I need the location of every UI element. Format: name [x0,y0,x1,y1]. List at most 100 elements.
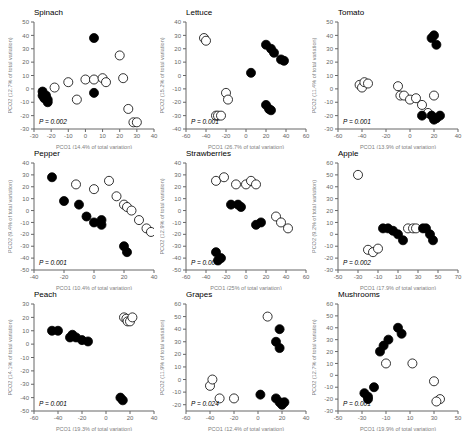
svg-text:70: 70 [455,274,462,280]
svg-text:-10: -10 [20,355,29,361]
svg-text:-20: -20 [20,113,29,119]
svg-text:30: 30 [415,274,422,280]
svg-text:-20: -20 [230,415,239,421]
svg-text:40: 40 [303,415,310,421]
svg-text:-20: -20 [172,231,181,237]
svg-text:20: 20 [263,133,270,139]
svg-text:-60: -60 [30,415,39,421]
svg-text:40: 40 [283,274,290,280]
svg-text:0: 0 [26,208,30,214]
svg-text:PCO2 (9.2% of total variation): PCO2 (9.2% of total variation) [312,180,317,253]
svg-text:-10: -10 [64,133,73,139]
svg-text:40: 40 [22,160,29,166]
svg-text:PCO2 (14.1% of total variation: PCO2 (14.1% of total variation) [8,319,13,395]
svg-text:20: 20 [263,274,270,280]
svg-text:0: 0 [330,372,334,378]
svg-text:-40: -40 [172,255,181,261]
svg-text:-20: -20 [222,133,231,139]
svg-text:40: 40 [151,274,158,280]
svg-text:60: 60 [303,274,310,280]
svg-text:PCO1 (19.9% of total variation: PCO1 (19.9% of total variation) [360,426,436,431]
svg-text:40: 40 [326,325,333,331]
svg-text:-40: -40 [20,255,29,261]
svg-text:60: 60 [303,133,310,139]
svg-text:30: 30 [22,301,29,307]
svg-text:-20: -20 [222,274,231,280]
svg-text:-50: -50 [20,408,29,414]
svg-text:0: 0 [330,231,334,237]
svg-text:0: 0 [256,415,260,421]
svg-text:-10: -10 [172,86,181,92]
svg-text:-30: -30 [20,126,29,132]
svg-text:50: 50 [326,313,333,319]
svg-text:0: 0 [84,133,88,139]
svg-text:20: 20 [22,315,29,321]
svg-text:-20: -20 [172,99,181,105]
svg-text:-40: -40 [202,133,211,139]
svg-text:10: 10 [22,328,29,334]
svg-text:30: 30 [134,133,141,139]
svg-text:10: 10 [22,73,29,79]
svg-text:-40: -40 [358,133,367,139]
svg-text:60: 60 [174,301,181,307]
svg-text:-50: -50 [20,267,29,273]
svg-text:0: 0 [408,133,412,139]
svg-text:50: 50 [435,274,442,280]
svg-text:-60: -60 [182,415,191,421]
svg-text:-30: -30 [358,415,367,421]
svg-text:-40: -40 [206,415,215,421]
svg-text:40: 40 [151,415,158,421]
svg-text:-40: -40 [172,126,181,132]
svg-text:30: 30 [326,337,333,343]
svg-text:-30: -30 [172,243,181,249]
svg-text:0: 0 [104,415,108,421]
svg-text:PCO1 (26.7% of total variation: PCO1 (26.7% of total variation) [208,144,284,149]
svg-text:10: 10 [174,59,181,65]
svg-text:20: 20 [174,351,181,357]
svg-text:PCO1 (13.9% of total variation: PCO1 (13.9% of total variation) [360,144,436,149]
svg-text:10: 10 [326,73,333,79]
svg-text:10: 10 [395,274,402,280]
svg-text:30: 30 [326,46,333,52]
svg-text:PCO1 (12.4% of total variation: PCO1 (12.4% of total variation) [208,426,284,431]
svg-text:0: 0 [178,208,182,214]
svg-text:-60: -60 [334,133,343,139]
svg-text:20: 20 [116,133,123,139]
svg-text:-40: -40 [20,395,29,401]
svg-text:50: 50 [326,172,333,178]
svg-text:-10: -10 [172,389,181,395]
svg-text:-20: -20 [20,231,29,237]
svg-text:0: 0 [92,274,96,280]
svg-text:-30: -30 [324,408,333,414]
svg-text:10: 10 [326,361,333,367]
svg-text:PCO2 (12.7% of total variation: PCO2 (12.7% of total variation) [8,37,13,113]
svg-text:20: 20 [174,184,181,190]
svg-text:-10: -10 [324,99,333,105]
svg-text:PCO2 (11.9% of total variation: PCO2 (11.9% of total variation) [160,319,165,395]
svg-text:50: 50 [326,19,333,25]
svg-text:-20: -20 [324,396,333,402]
svg-text:-20: -20 [60,274,69,280]
svg-text:30: 30 [431,415,438,421]
svg-text:10: 10 [326,220,333,226]
svg-text:PCO1 (14.4% of total variation: PCO1 (14.4% of total variation) [56,144,132,149]
svg-text:20: 20 [326,59,333,65]
svg-text:20: 20 [279,415,286,421]
svg-text:PCO1 (19.3% of total variation: PCO1 (19.3% of total variation) [56,426,132,431]
svg-text:-10: -10 [324,384,333,390]
svg-text:-20: -20 [172,402,181,408]
svg-text:40: 40 [455,133,462,139]
svg-text:40: 40 [174,160,181,166]
svg-text:20: 20 [326,349,333,355]
svg-text:-40: -40 [202,274,211,280]
svg-text:50: 50 [455,415,462,421]
svg-text:0: 0 [244,274,248,280]
svg-text:30: 30 [174,172,181,178]
svg-text:-50: -50 [334,415,343,421]
svg-text:-20: -20 [324,113,333,119]
svg-text:-30: -30 [324,126,333,132]
svg-text:-30: -30 [30,133,39,139]
svg-text:20: 20 [22,59,29,65]
svg-text:40: 40 [174,19,181,25]
svg-text:0: 0 [178,73,182,79]
